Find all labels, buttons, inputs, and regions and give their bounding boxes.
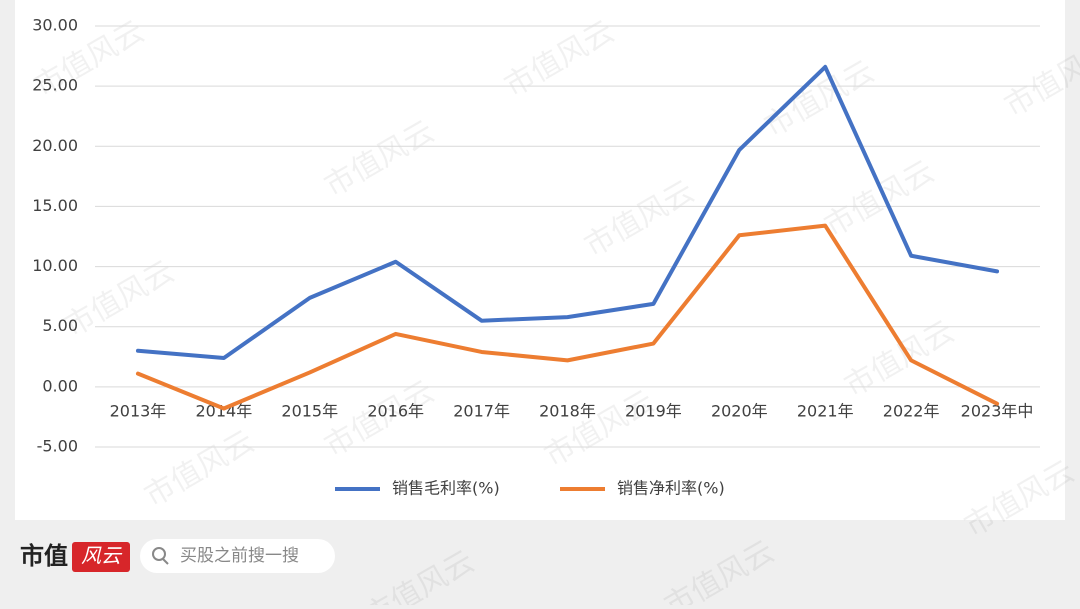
x-tick-label: 2019年 (625, 402, 682, 421)
legend-label: 销售净利率(%) (617, 479, 725, 498)
x-tick-label: 2016年 (367, 402, 424, 421)
series-line (135, 64, 1000, 360)
watermark: 市值风云 (659, 534, 780, 605)
chart-card (15, 0, 1065, 520)
x-tick-label: 2013年 (110, 402, 167, 421)
x-tick-label: 2023年中 (961, 402, 1034, 421)
x-tick-label: 2022年 (883, 402, 940, 421)
search-icon (152, 547, 166, 561)
search-placeholder: 买股之前搜一搜 (180, 546, 299, 566)
x-tick-label: 2014年 (195, 402, 252, 421)
x-tick-label: 2020年 (711, 402, 768, 421)
x-tick-label: 2018年 (539, 402, 596, 421)
y-tick-label: -5.00 (37, 437, 78, 456)
y-tick-label: 20.00 (32, 136, 78, 155)
legend-label: 销售毛利率(%) (392, 479, 500, 498)
brand-mark: 风云 (81, 544, 123, 568)
brand: 市值 (20, 542, 68, 570)
y-tick-label: 5.00 (42, 316, 78, 335)
y-tick-label: 25.00 (32, 76, 78, 95)
watermark: 市值风云 (359, 544, 480, 605)
plot: -5.00 0.00 5.00 10.00 15.00 20.00 25.00 30.00 20… (32, 16, 1040, 498)
x-tick-label: 2017年 (453, 402, 510, 421)
search-icon-handle (162, 558, 169, 565)
series-line (135, 223, 1000, 411)
y-tick-label: 10.00 (32, 256, 78, 275)
y-tick-label: 15.00 (32, 196, 78, 215)
search-box[interactable] (140, 539, 335, 573)
x-tick-label: 2015年 (281, 402, 338, 421)
y-tick-label: 0.00 (42, 376, 78, 395)
y-tick-label: 30.00 (32, 16, 78, 35)
brand-mark-box (72, 542, 130, 572)
x-tick-label: 2021年 (797, 402, 854, 421)
